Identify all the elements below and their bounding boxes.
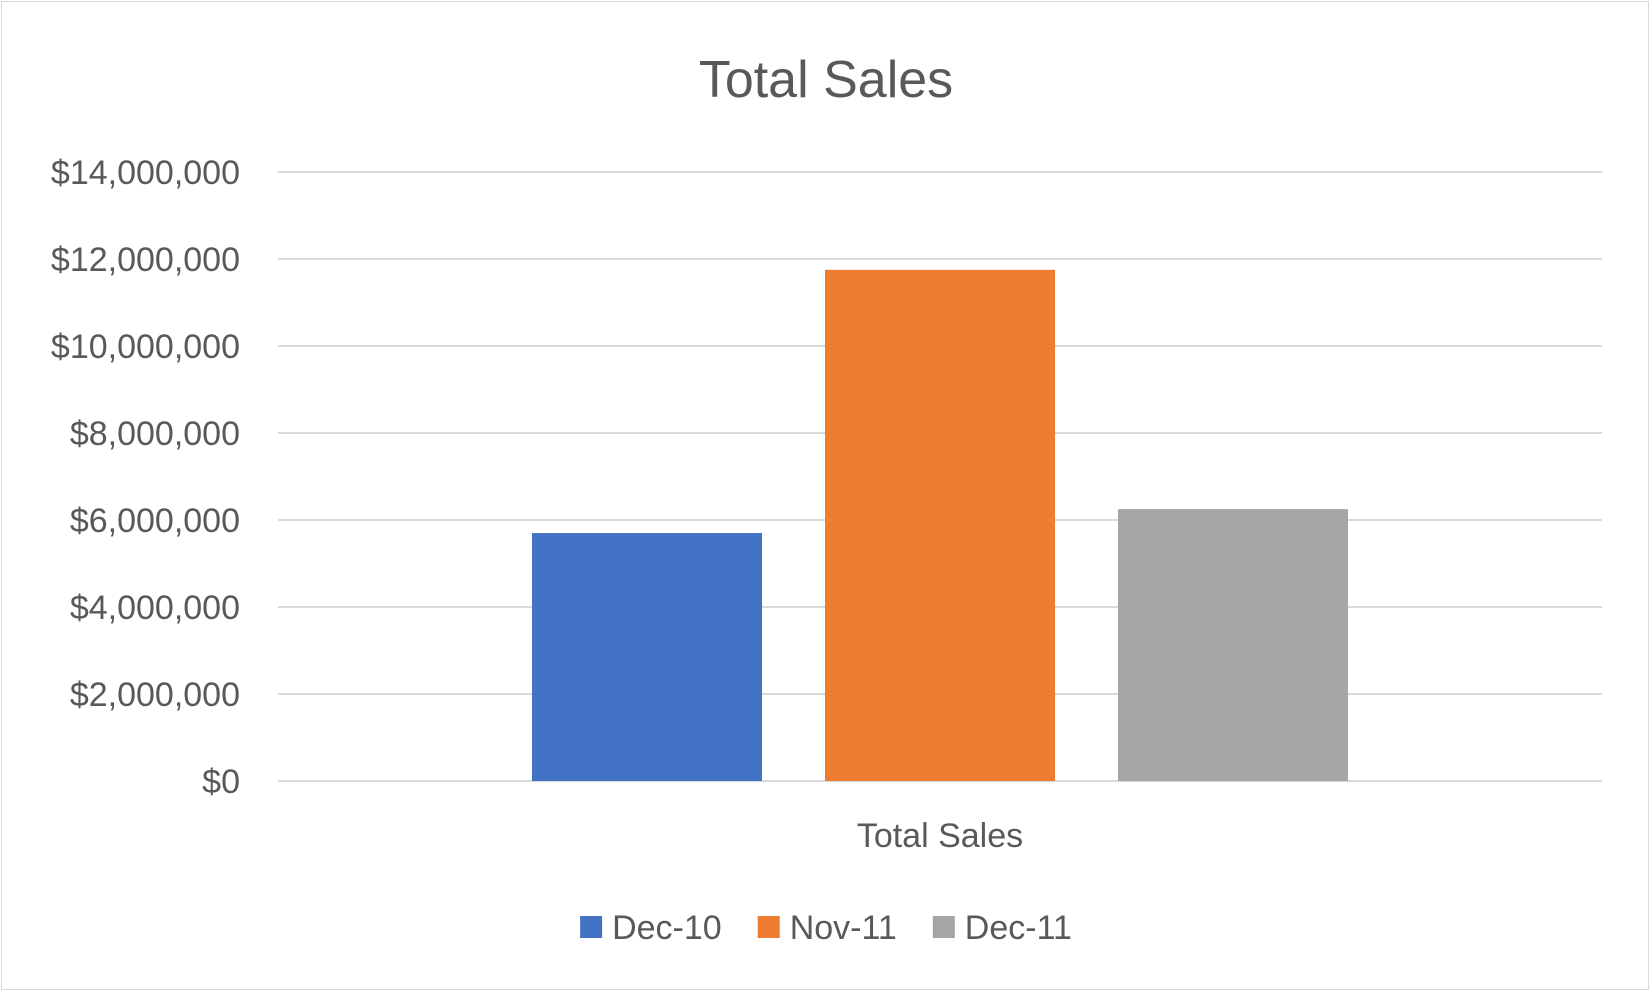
legend-label: Dec-11 [965,909,1072,947]
chart-title: Total Sales [699,51,953,109]
y-tick-label: $12,000,000 [51,241,240,279]
y-tick-label: $10,000,000 [51,328,240,366]
y-tick-label: $14,000,000 [51,154,240,192]
legend-swatch-nov-11 [757,916,780,938]
y-tick-label: $0 [202,763,240,801]
x-axis-labels: Total Sales [857,817,1023,855]
legend-label: Nov-11 [790,909,897,947]
bar-dec-11 [1118,509,1348,781]
y-tick-label: $2,000,000 [70,676,240,714]
y-axis-ticks: $0 $2,000,000 $4,000,000 $6,000,000 $8,000,0… [51,154,240,801]
y-tick-label: $6,000,000 [70,502,240,540]
y-tick-label: $4,000,000 [70,589,240,627]
legend-swatch-dec-11 [932,916,955,938]
y-tick-label: $8,000,000 [70,415,240,453]
legend: Dec-10 Nov-11 Dec-11 [580,909,1072,947]
legend-swatch-dec-10 [580,916,603,938]
bars [532,269,1348,781]
x-category-label: Total Sales [857,817,1023,855]
bar-nov-11 [825,269,1055,781]
bar-dec-10 [532,533,762,781]
legend-label: Dec-10 [612,909,722,947]
